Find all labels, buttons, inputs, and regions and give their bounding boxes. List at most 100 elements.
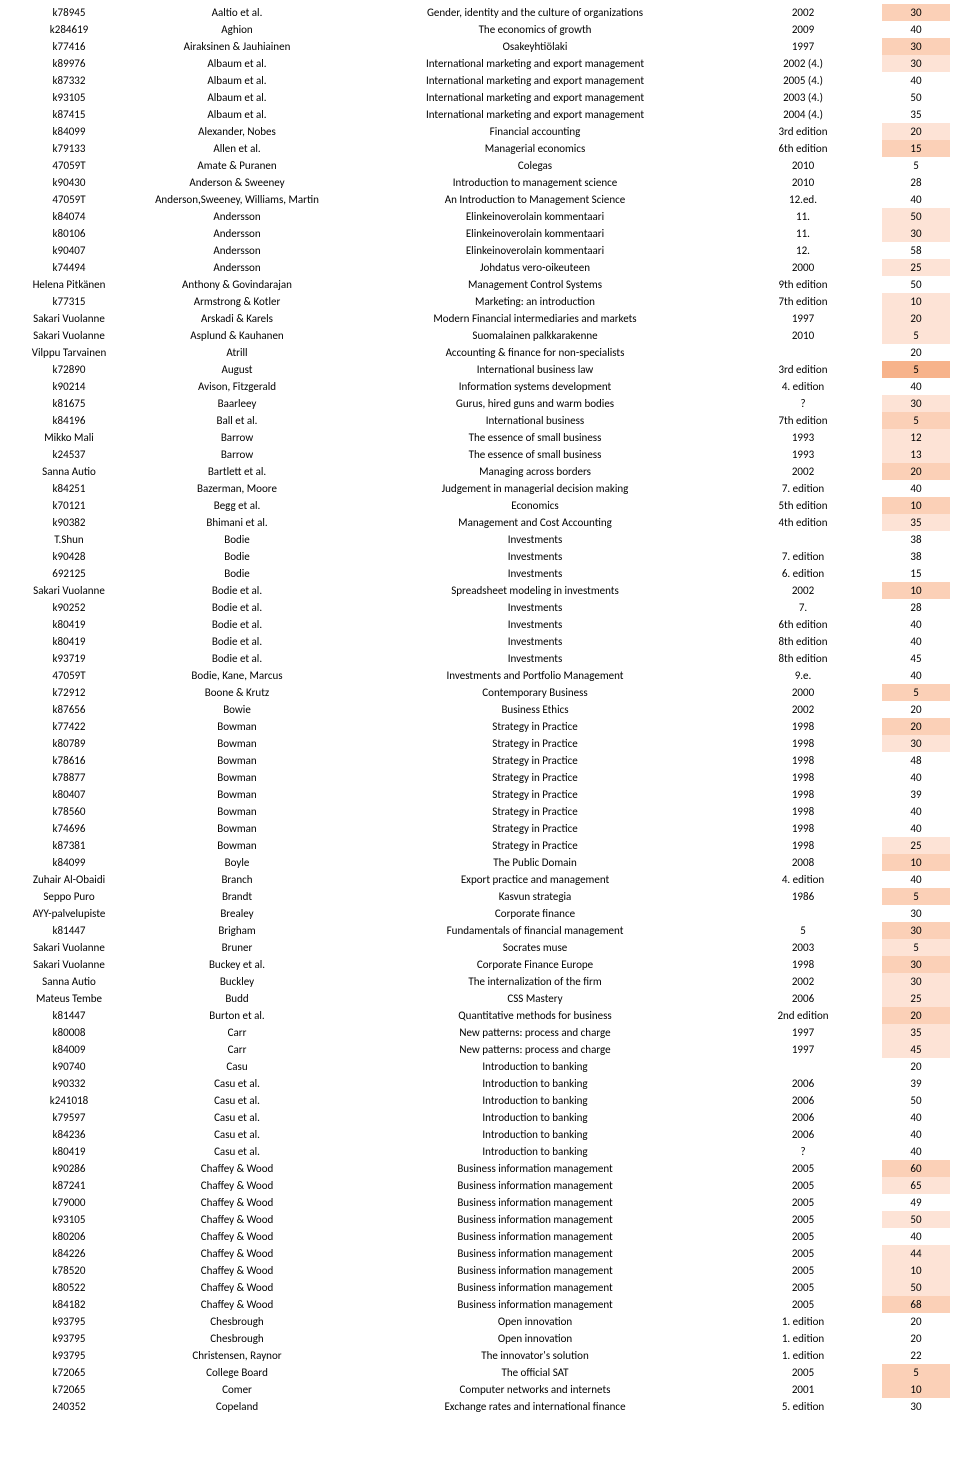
cell-edition: 4. edition <box>724 378 882 395</box>
cell-author: Armstrong & Kotler <box>128 293 346 310</box>
cell-price: 5 <box>882 888 950 905</box>
table-row: k80419Casu et al.Introduction to banking… <box>10 1143 950 1160</box>
cell-title: Business information management <box>346 1228 724 1245</box>
cell-author: Burton et al. <box>128 1007 346 1024</box>
cell-edition: 1. edition <box>724 1313 882 1330</box>
cell-edition: 2009 <box>724 21 882 38</box>
cell-edition: 2008 <box>724 854 882 871</box>
cell-title: Managerial economics <box>346 140 724 157</box>
cell-author: Avison, Fitzgerald <box>128 378 346 395</box>
cell-id: k81447 <box>10 922 128 939</box>
cell-edition: 1986 <box>724 888 882 905</box>
cell-author: Bodie et al. <box>128 599 346 616</box>
cell-price: 20 <box>882 344 950 361</box>
cell-title: Socrates muse <box>346 939 724 956</box>
cell-title: Investments <box>346 531 724 548</box>
cell-price: 35 <box>882 1024 950 1041</box>
cell-id: k84226 <box>10 1245 128 1262</box>
cell-id: k84251 <box>10 480 128 497</box>
cell-price: 40 <box>882 21 950 38</box>
cell-id: k80407 <box>10 786 128 803</box>
table-row: k80206Chaffey & WoodBusiness information… <box>10 1228 950 1245</box>
cell-author: Albaum et al. <box>128 89 346 106</box>
cell-id: k90252 <box>10 599 128 616</box>
cell-id: k79133 <box>10 140 128 157</box>
cell-id: k74696 <box>10 820 128 837</box>
cell-author: Amate & Puranen <box>128 157 346 174</box>
table-row: k84236Casu et al.Introduction to banking… <box>10 1126 950 1143</box>
cell-price: 30 <box>882 55 950 72</box>
cell-price: 30 <box>882 973 950 990</box>
cell-edition: 2000 <box>724 259 882 276</box>
cell-author: Begg et al. <box>128 497 346 514</box>
cell-author: Anthony & Govindarajan <box>128 276 346 293</box>
table-row: k93795Christensen, RaynorThe innovator's… <box>10 1347 950 1364</box>
table-row: k90407AnderssonElinkeinoverolain komment… <box>10 242 950 259</box>
cell-price: 40 <box>882 616 950 633</box>
cell-edition: 6. edition <box>724 565 882 582</box>
table-row: k79133Allen et al.Managerial economics6t… <box>10 140 950 157</box>
cell-price: 20 <box>882 1313 950 1330</box>
table-row: Sanna AutioBartlett et al.Managing acros… <box>10 463 950 480</box>
cell-title: Modern Financial intermediaries and mark… <box>346 310 724 327</box>
cell-title: Strategy in Practice <box>346 769 724 786</box>
cell-title: The economics of growth <box>346 21 724 38</box>
table-row: k80419Bodie et al.Investments8th edition… <box>10 633 950 650</box>
cell-id: Sakari Vuolanne <box>10 939 128 956</box>
table-row: k78616BowmanStrategy in Practice199848 <box>10 752 950 769</box>
cell-edition: 7. edition <box>724 480 882 497</box>
cell-price: 12 <box>882 429 950 446</box>
cell-id: k78520 <box>10 1262 128 1279</box>
cell-edition: 2002 <box>724 4 882 21</box>
table-row: Sakari VuolanneBrunerSocrates muse20035 <box>10 939 950 956</box>
table-row: k93719Bodie et al.Investments8th edition… <box>10 650 950 667</box>
cell-price: 50 <box>882 208 950 225</box>
cell-id: k93105 <box>10 89 128 106</box>
cell-price: 44 <box>882 1245 950 1262</box>
cell-edition: 2001 <box>724 1381 882 1398</box>
cell-edition: 1998 <box>724 956 882 973</box>
cell-id: k79000 <box>10 1194 128 1211</box>
cell-id: k79597 <box>10 1109 128 1126</box>
table-row: k80106AnderssonElinkeinoverolain komment… <box>10 225 950 242</box>
cell-edition: 2005 <box>724 1160 882 1177</box>
cell-title: Export practice and management <box>346 871 724 888</box>
cell-title: Investments <box>346 548 724 565</box>
cell-id: Seppo Puro <box>10 888 128 905</box>
cell-price: 20 <box>882 123 950 140</box>
cell-price: 40 <box>882 378 950 395</box>
cell-title: Elinkeinoverolain kommentaari <box>346 225 724 242</box>
cell-author: Bowman <box>128 769 346 786</box>
cell-author: Chaffey & Wood <box>128 1211 346 1228</box>
cell-price: 25 <box>882 990 950 1007</box>
cell-title: Introduction to banking <box>346 1075 724 1092</box>
table-row: k77422BowmanStrategy in Practice199820 <box>10 718 950 735</box>
cell-edition: 2005 <box>724 1194 882 1211</box>
cell-author: Ball et al. <box>128 412 346 429</box>
cell-author: Carr <box>128 1024 346 1041</box>
cell-title: Introduction to banking <box>346 1109 724 1126</box>
cell-author: Albaum et al. <box>128 55 346 72</box>
cell-edition: 2002 <box>724 701 882 718</box>
cell-price: 40 <box>882 803 950 820</box>
table-row: k87415Albaum et al.International marketi… <box>10 106 950 123</box>
cell-author: College Board <box>128 1364 346 1381</box>
cell-title: Strategy in Practice <box>346 803 724 820</box>
table-row: 47059TAmate & PuranenColegas20105 <box>10 157 950 174</box>
table-row: k87381BowmanStrategy in Practice199825 <box>10 837 950 854</box>
cell-price: 45 <box>882 650 950 667</box>
cell-author: Andersson <box>128 259 346 276</box>
table-row: k90382Bhimani et al.Management and Cost … <box>10 514 950 531</box>
cell-price: 50 <box>882 89 950 106</box>
cell-edition: 2010 <box>724 174 882 191</box>
cell-edition: 2002 <box>724 463 882 480</box>
cell-id: k93105 <box>10 1211 128 1228</box>
cell-edition: 2002 <box>724 973 882 990</box>
cell-id: k80419 <box>10 616 128 633</box>
table-row: k90286Chaffey & WoodBusiness information… <box>10 1160 950 1177</box>
cell-author: Chaffey & Wood <box>128 1160 346 1177</box>
cell-title: An Introduction to Management Science <box>346 191 724 208</box>
table-row: 240352CopelandExchange rates and interna… <box>10 1398 950 1415</box>
cell-title: International marketing and export manag… <box>346 106 724 123</box>
cell-author: Chaffey & Wood <box>128 1296 346 1313</box>
